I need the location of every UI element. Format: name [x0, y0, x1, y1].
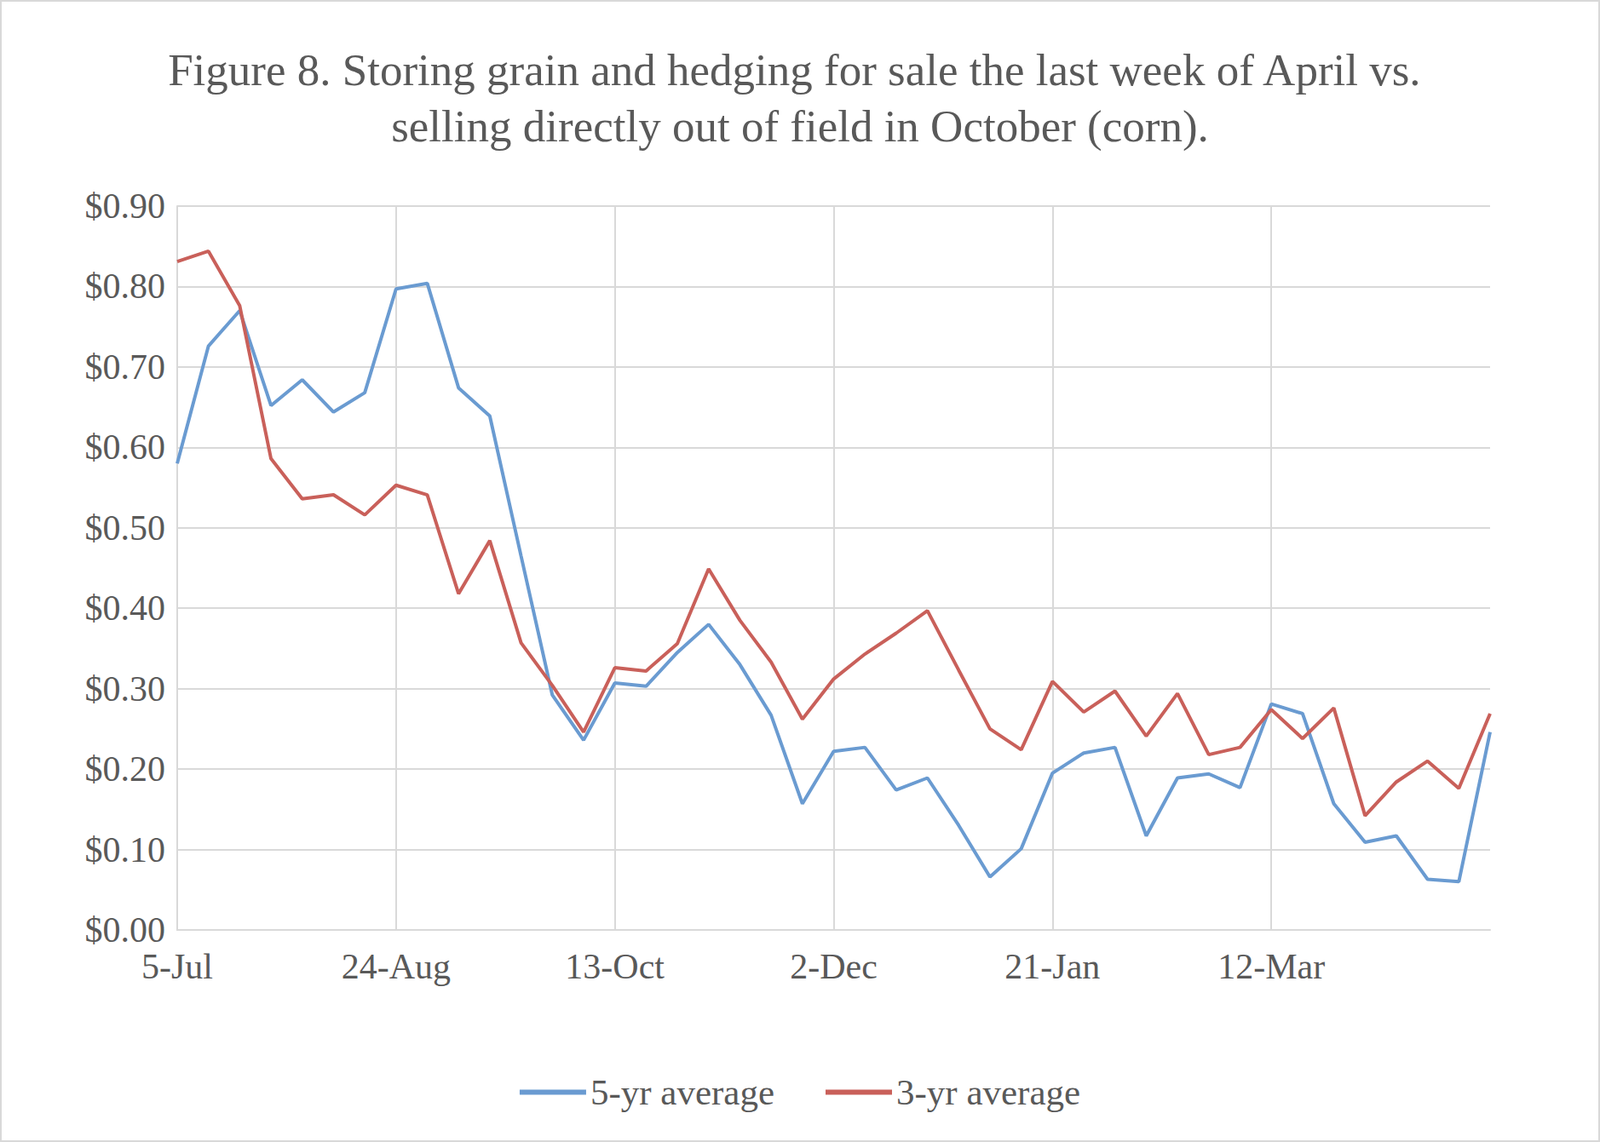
- svg-text:$0.60: $0.60: [85, 427, 167, 467]
- svg-text:$0.40: $0.40: [85, 588, 167, 628]
- svg-text:24-Aug: 24-Aug: [341, 947, 451, 987]
- svg-text:$0.70: $0.70: [85, 347, 167, 387]
- svg-text:12-Mar: 12-Mar: [1217, 947, 1325, 987]
- svg-text:13-Oct: 13-Oct: [564, 947, 665, 987]
- svg-text:$0.50: $0.50: [85, 508, 167, 548]
- svg-text:5-yr average: 5-yr average: [590, 1072, 775, 1113]
- svg-text:3-yr average: 3-yr average: [896, 1072, 1081, 1113]
- svg-text:5-Jul: 5-Jul: [141, 947, 213, 987]
- svg-text:Figure 8. Storing grain and he: Figure 8. Storing grain and hedging for …: [167, 45, 1433, 95]
- svg-text:$0.30: $0.30: [85, 669, 167, 709]
- svg-text:21-Jan: 21-Jan: [1004, 947, 1100, 987]
- svg-text:$0.80: $0.80: [85, 266, 167, 306]
- svg-text:$0.90: $0.90: [85, 186, 167, 226]
- svg-text:selling directly out of field: selling directly out of field in October…: [391, 101, 1209, 152]
- svg-text:$0.00: $0.00: [85, 910, 167, 950]
- svg-text:2-Dec: 2-Dec: [789, 947, 878, 987]
- svg-text:$0.20: $0.20: [85, 749, 167, 789]
- svg-text:$0.10: $0.10: [85, 830, 167, 870]
